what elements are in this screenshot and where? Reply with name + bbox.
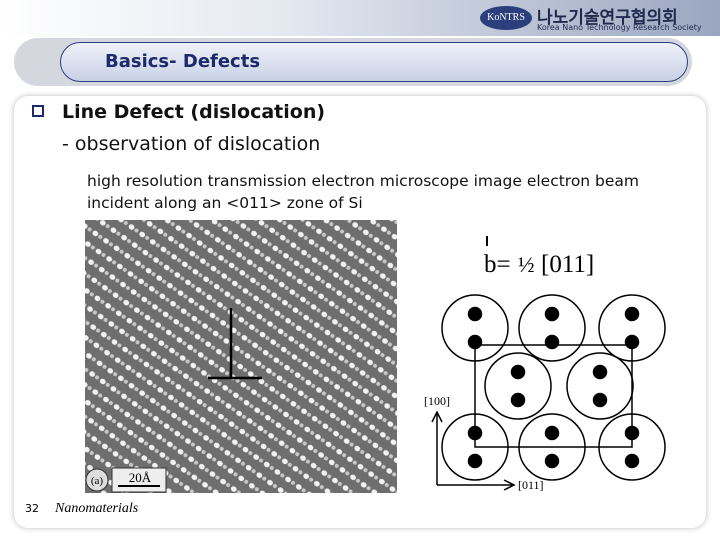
atom-column	[484, 352, 552, 420]
header-band	[0, 0, 720, 36]
atom-column	[518, 294, 586, 362]
atom	[544, 334, 560, 350]
axis-label: [011]	[518, 478, 544, 492]
burgers-fraction: ½	[518, 252, 535, 277]
logo-oval: KoNTRS	[480, 6, 532, 30]
atom	[544, 453, 560, 469]
figure-label: (a)	[91, 475, 104, 487]
title-bar	[60, 42, 688, 82]
scale-text: 20Å	[129, 470, 152, 485]
course-name: Nanomaterials	[54, 501, 139, 516]
atom	[592, 392, 608, 408]
arrow-head	[503, 479, 516, 491]
atom	[510, 364, 526, 380]
axis-label: [100]	[424, 394, 450, 408]
tem-image	[85, 220, 397, 493]
atom-column	[566, 352, 634, 420]
atom	[592, 364, 608, 380]
atom	[624, 306, 640, 322]
bullet-text: Line Defect (dislocation)	[62, 101, 326, 123]
atom	[624, 453, 640, 469]
burgers-direction: [011]	[541, 251, 594, 278]
org-name-en: Korea Nano Technology Research Society	[537, 23, 702, 32]
atom	[544, 425, 560, 441]
atom	[467, 453, 483, 469]
arrow-head	[431, 410, 443, 423]
caption: high resolution transmission electron mi…	[87, 172, 640, 212]
label-circle	[85, 468, 109, 492]
slide-title: Basics- Defects	[105, 51, 261, 72]
unit-cell	[474, 344, 633, 448]
scale-box	[111, 467, 167, 493]
page-number: 32	[25, 502, 39, 515]
sub-text: - observation of dislocation	[62, 133, 321, 155]
bullet-icon	[32, 105, 44, 117]
org-name-ko: 나노기술연구협의회	[537, 8, 678, 28]
atom	[467, 306, 483, 322]
burgers-label: b=	[484, 251, 511, 278]
atom	[544, 306, 560, 322]
atom	[510, 392, 526, 408]
